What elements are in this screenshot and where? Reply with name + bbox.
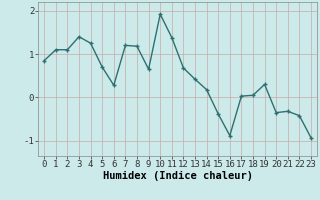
X-axis label: Humidex (Indice chaleur): Humidex (Indice chaleur) bbox=[103, 171, 252, 181]
